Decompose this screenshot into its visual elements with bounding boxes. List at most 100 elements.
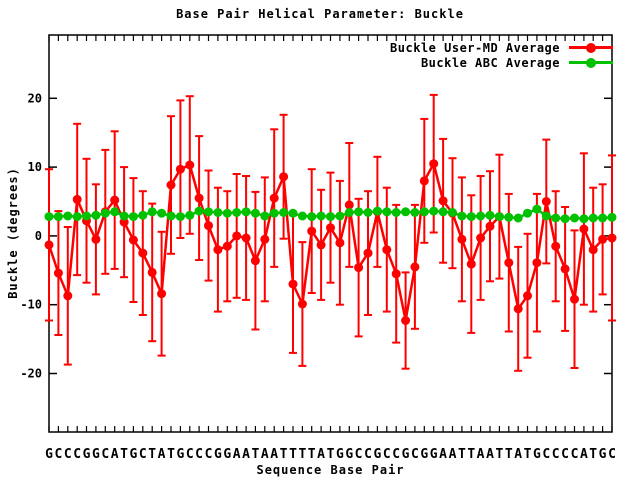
x-tick-label: G [129, 447, 137, 462]
x-tick-label: G [373, 447, 381, 462]
x-tick-label: T [467, 447, 475, 462]
data-point-green [185, 210, 195, 220]
data-point-green [382, 207, 392, 217]
data-point-green [335, 211, 345, 221]
x-tick-label: T [167, 447, 175, 462]
legend-item-abc: Buckle ABC Average [390, 55, 613, 70]
data-point-green [448, 208, 457, 217]
data-point-red [523, 291, 532, 301]
x-tick-label: C [195, 447, 203, 462]
legend-item-user-md: Buckle User-MD Average [390, 40, 613, 55]
legend-label-abc: Buckle ABC Average [420, 55, 560, 70]
data-point-red [241, 233, 251, 243]
data-point-green [598, 213, 608, 223]
legend: Buckle User-MD Average Buckle ABC Averag… [390, 40, 613, 70]
data-point-green [513, 213, 523, 223]
x-tick-label: G [45, 447, 53, 462]
x-tick-label: C [54, 447, 62, 462]
y-tick-label: -20 [20, 367, 42, 381]
data-point-green [419, 207, 429, 217]
data-point-red [53, 268, 63, 278]
data-point-red [382, 245, 392, 255]
data-point-green [260, 211, 270, 221]
x-tick-label: G [223, 447, 231, 462]
data-point-red [598, 234, 608, 244]
data-point-green [250, 208, 260, 218]
x-tick-label: C [205, 447, 213, 462]
data-point-green [119, 211, 129, 221]
data-point-green [438, 207, 448, 217]
data-point-green [494, 212, 504, 222]
data-point-green [588, 213, 598, 223]
data-point-green [466, 212, 476, 222]
data-point-green [485, 210, 495, 220]
x-tick-label: T [148, 447, 156, 462]
data-point-red [466, 259, 476, 269]
data-point-green [175, 212, 185, 222]
x-tick-label: G [92, 447, 100, 462]
data-point-red [316, 240, 326, 250]
x-axis-label: Sequence Base Pair [256, 463, 405, 477]
data-point-green [128, 212, 138, 222]
data-point-red [344, 200, 354, 210]
y-tick-label: 10 [28, 160, 42, 174]
data-point-green [72, 212, 82, 222]
data-point-green [213, 208, 223, 217]
data-point-red [485, 221, 495, 231]
data-point-green [288, 208, 298, 218]
y-axis-label: Buckle (degrees) [6, 167, 20, 299]
x-tick-label: G [533, 447, 541, 462]
x-tick-label: T [495, 447, 503, 462]
x-tick-label: C [139, 447, 147, 462]
x-tick-label: A [317, 447, 325, 462]
x-tick-label: T [589, 447, 597, 462]
x-tick-label: T [524, 447, 532, 462]
x-tick-label: T [505, 447, 513, 462]
data-point-green [316, 211, 326, 221]
data-point-green [297, 211, 307, 221]
legend-label-user-md: Buckle User-MD Average [390, 40, 560, 55]
x-tick-label: C [552, 447, 560, 462]
x-tick-label: C [101, 447, 109, 462]
x-tick-label: C [571, 447, 579, 462]
data-point-red [91, 234, 101, 244]
x-tick-label: A [449, 447, 457, 462]
y-tick-label: 20 [28, 91, 42, 105]
data-point-red [269, 193, 279, 203]
y-axis-ticks: -20 -10 0 10 20 [20, 91, 612, 381]
data-point-red [560, 264, 570, 274]
data-point-green [570, 213, 579, 223]
data-point-red [110, 195, 120, 205]
x-tick-label: C [383, 447, 391, 462]
data-point-green [372, 206, 382, 216]
x-tick-label: G [176, 447, 184, 462]
x-tick-label: G [430, 447, 438, 462]
x-tick-label: C [542, 447, 550, 462]
data-point-green [63, 211, 73, 221]
data-point-red [401, 316, 411, 325]
data-point-red [532, 258, 542, 268]
data-point-red [260, 234, 270, 244]
data-point-red [570, 294, 579, 304]
data-point-red [128, 235, 138, 245]
x-tick-label: A [477, 447, 485, 462]
data-point-green [269, 208, 279, 218]
green-circle-marker-icon [586, 57, 596, 68]
data-point-green [232, 208, 242, 217]
x-tick-label: C [186, 447, 194, 462]
data-point-green [100, 208, 110, 218]
data-point-red [232, 231, 242, 241]
data-point-green [354, 207, 364, 217]
data-point-green [410, 208, 420, 217]
chart-title: Base Pair Helical Parameter: Buckle [176, 7, 464, 21]
data-point-red [363, 248, 373, 258]
data-point-green [476, 211, 486, 221]
data-point-green [194, 206, 204, 216]
data-point-red [279, 172, 289, 182]
x-tick-label: T [308, 447, 316, 462]
x-tick-label: G [402, 447, 410, 462]
data-point-red [541, 197, 551, 206]
data-point-red [147, 267, 157, 277]
data-point-red [438, 196, 448, 206]
data-point-red [307, 226, 317, 236]
